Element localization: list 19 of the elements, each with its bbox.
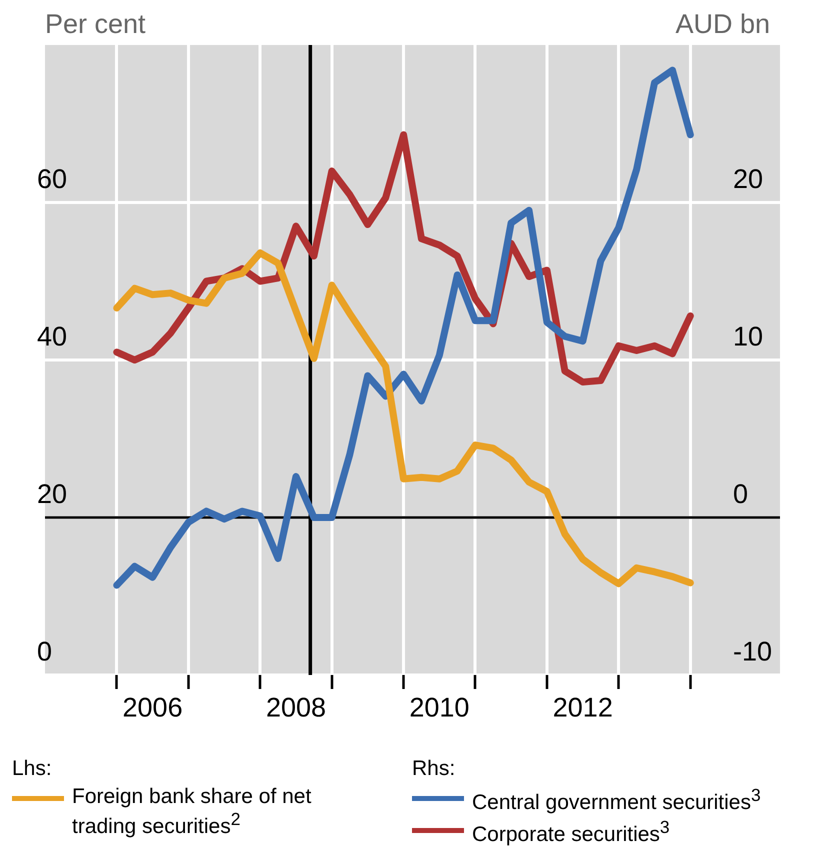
y-tick-label: 40: [37, 321, 68, 352]
y-tick-label: 20: [37, 478, 68, 509]
legend-label: Foreign bank share of net trading securities$^{2}$: [72, 785, 312, 839]
y2-tick-label: 20: [732, 164, 764, 194]
x-tick-label: 2008: [266, 692, 326, 723]
legend-label: Central government securities$^{3}$: [472, 785, 761, 815]
y-axis-title: Per cent: [45, 8, 146, 39]
text: Rhs:: [412, 757, 456, 781]
y2-axis-title: AUD bn: [675, 8, 770, 39]
y-tick-label: 0: [37, 636, 52, 666]
x-tick-label: 2010: [409, 692, 470, 723]
y2-tick-label: -10: [732, 636, 772, 666]
text: Lhs:: [12, 757, 53, 781]
x-tick-label: 2006: [122, 692, 183, 723]
legend-label: Corporate securities$^{3}$: [472, 817, 670, 846]
x-tick-label: 2012: [552, 692, 613, 723]
y2-tick-label: 10: [732, 321, 764, 352]
y2-tick-label: 0: [732, 478, 748, 509]
y-tick-label: 60: [37, 164, 68, 194]
